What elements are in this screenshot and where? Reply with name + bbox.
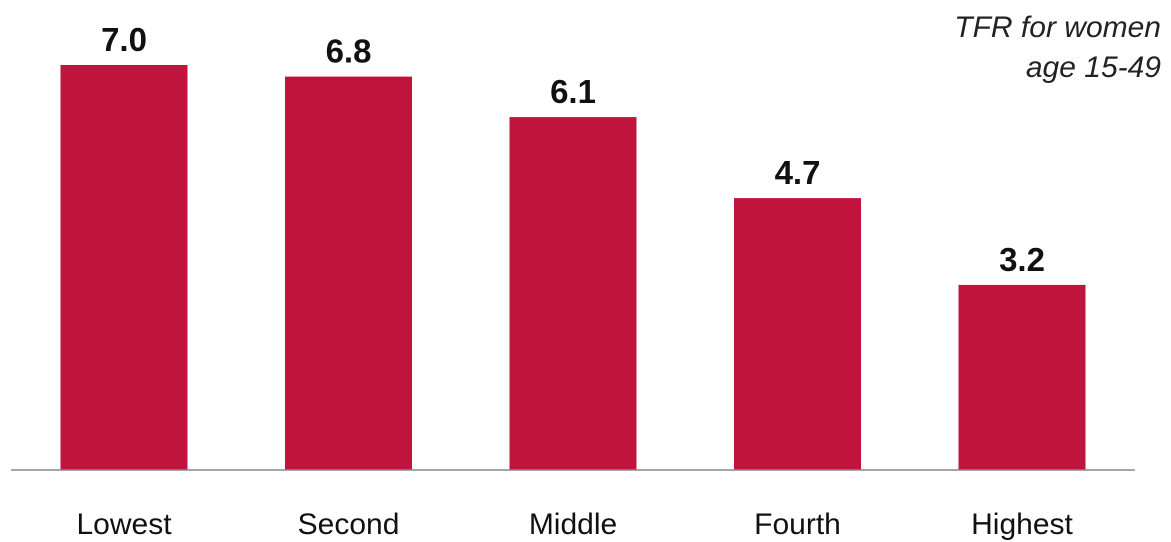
category-label-middle: Middle <box>529 508 617 541</box>
chart-annotation: TFR for women age 15-49 <box>954 8 1161 88</box>
value-label-fourth: 4.7 <box>775 154 821 191</box>
bar-lowest <box>60 65 188 470</box>
bar-middle <box>509 117 637 470</box>
value-label-highest: 3.2 <box>999 241 1045 278</box>
value-label-lowest: 7.0 <box>101 21 147 58</box>
category-labels-group: Lowest Second Middle Fourth Highest <box>76 508 1073 541</box>
category-label-lowest: Lowest <box>76 508 172 541</box>
bars-group <box>60 65 1086 470</box>
value-labels-group: 7.0 6.8 6.1 4.7 3.2 <box>101 21 1045 278</box>
value-label-middle: 6.1 <box>550 73 596 110</box>
bar-second <box>285 76 412 470</box>
value-label-second: 6.8 <box>326 33 372 70</box>
category-label-fourth: Fourth <box>754 508 841 541</box>
bar-highest <box>958 284 1086 470</box>
annotation-line-2: age 15-49 <box>1025 51 1161 84</box>
category-label-second: Second <box>298 508 400 541</box>
category-label-highest: Highest <box>971 508 1073 541</box>
bar-fourth <box>734 198 861 470</box>
annotation-line-1: TFR for women <box>954 11 1161 44</box>
